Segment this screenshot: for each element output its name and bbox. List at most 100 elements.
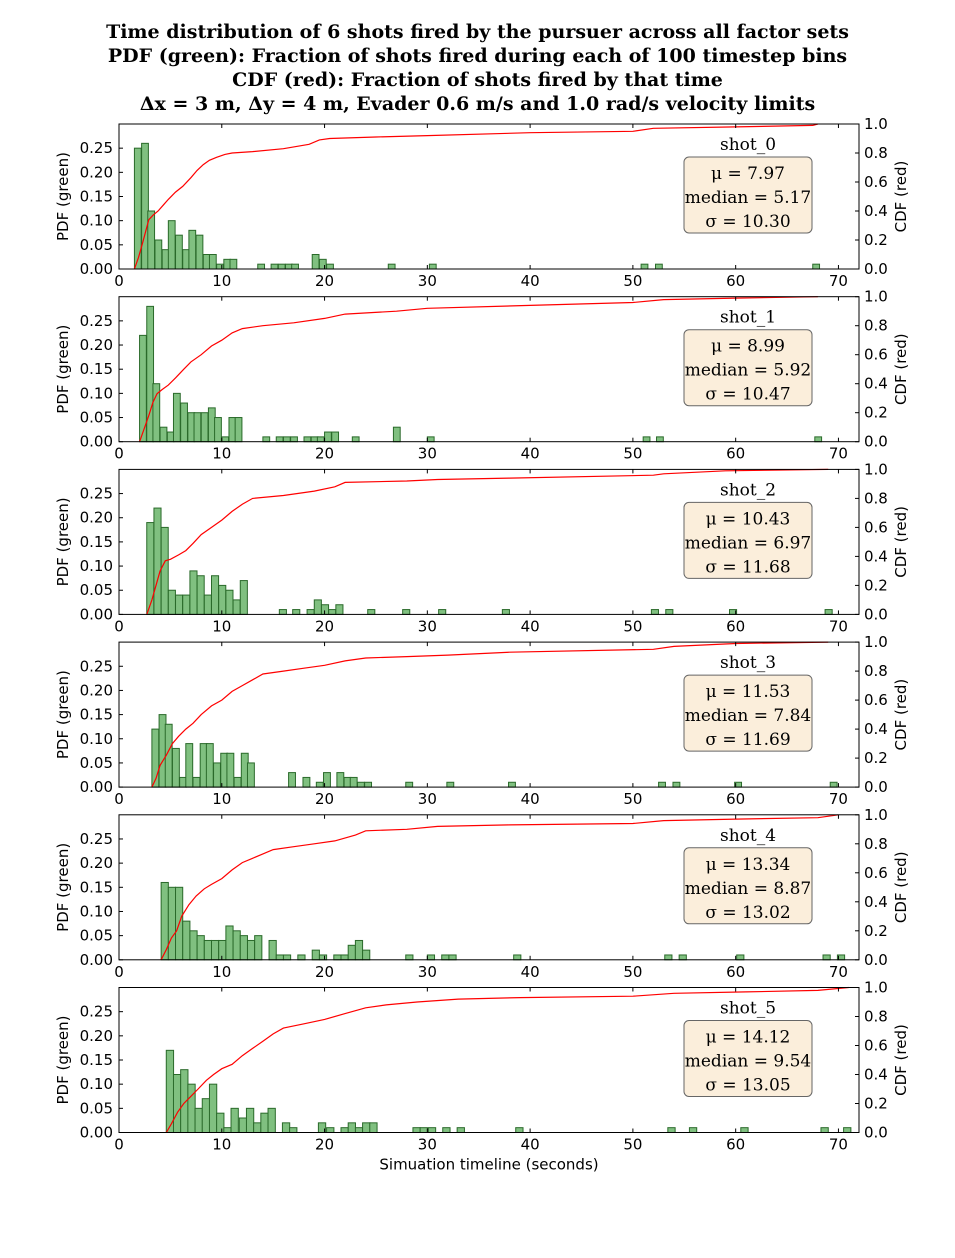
y-tick-label-right: 0.6 xyxy=(864,864,888,882)
pdf-bar xyxy=(441,954,450,961)
shot-label: shot_5 xyxy=(720,999,776,1019)
pdf-bar xyxy=(351,436,360,443)
y-tick-label-left: 0.05 xyxy=(80,409,113,427)
x-tick-label: 70 xyxy=(829,1136,848,1154)
shot-label: shot_2 xyxy=(720,480,776,500)
x-tick-label: 30 xyxy=(418,272,437,290)
pdf-bar xyxy=(419,1127,428,1133)
pdf-bar xyxy=(362,949,371,961)
y-tick-label-left: 0.00 xyxy=(80,951,113,969)
pdf-bar xyxy=(315,781,324,788)
pdf-bar xyxy=(275,436,284,443)
pdf-bar xyxy=(208,254,217,270)
pdf-bar xyxy=(331,431,340,443)
y-tick-label-right: 0.8 xyxy=(864,835,888,853)
y-tick-label-left: 0.10 xyxy=(80,1075,113,1093)
pdf-bar xyxy=(196,935,205,961)
y-tick-label-right: 0.2 xyxy=(864,1095,888,1113)
y-tick-label-left: 0.00 xyxy=(80,778,113,796)
title-line-4: Δx = 3 m, Δy = 4 m, Evader 0.6 m/s and 1… xyxy=(139,93,816,115)
x-tick-label: 10 xyxy=(212,617,231,635)
x-tick-label: 20 xyxy=(315,617,334,635)
pdf-bar xyxy=(667,1127,676,1133)
y-tick-label-left: 0.15 xyxy=(80,533,113,551)
pdf-bar xyxy=(448,954,457,961)
y-axis-label-left: PDF (green) xyxy=(54,325,72,414)
y-tick-label-right: 0.4 xyxy=(864,202,888,220)
pdf-bar xyxy=(843,1127,852,1133)
pdf-bar xyxy=(336,772,345,788)
x-tick-label: 40 xyxy=(521,1136,540,1154)
y-tick-label-left: 0.20 xyxy=(80,681,113,699)
pdf-bar xyxy=(405,954,414,961)
pdf-bar xyxy=(172,392,181,443)
x-tick-label: 30 xyxy=(418,790,437,808)
pdf-bar xyxy=(208,1083,218,1133)
x-tick-label: 30 xyxy=(418,445,437,463)
pdf-bar xyxy=(513,954,522,961)
y-tick-label-left: 0.15 xyxy=(80,360,113,378)
stat-sigma: σ = 10.47 xyxy=(705,385,790,405)
pdf-bar xyxy=(812,263,821,270)
y-tick-label-left: 0.25 xyxy=(80,657,113,675)
pdf-bar xyxy=(354,1127,364,1133)
y-tick-label-right: 0.6 xyxy=(864,346,888,364)
x-tick-label: 60 xyxy=(726,272,745,290)
pdf-bar xyxy=(292,609,301,615)
cdf-line xyxy=(146,468,829,615)
y-tick-label-left: 0.00 xyxy=(80,433,113,451)
y-axis-label-left: PDF (green) xyxy=(54,1015,72,1104)
pdf-bar xyxy=(257,263,266,270)
y-tick-label-left: 0.15 xyxy=(80,878,113,896)
cdf-line xyxy=(160,814,839,961)
pdf-bar xyxy=(665,609,674,615)
pdf-bar xyxy=(151,728,160,788)
stat-mean: μ = 13.34 xyxy=(706,855,791,875)
stat-sigma: σ = 11.69 xyxy=(705,730,790,750)
pdf-bar xyxy=(246,762,255,788)
pdf-bar xyxy=(189,570,198,615)
pdf-bar xyxy=(392,426,401,443)
pdf-bar xyxy=(221,436,230,443)
pdf-bar xyxy=(335,604,344,615)
pdf-bar xyxy=(655,263,663,270)
subplot-shot_5: 0 10 20 30 40 50 60 70 0.00 0.05 0.10 0.15 0.20 0.25 0… xyxy=(54,979,910,1154)
pdf-bar xyxy=(201,1098,211,1133)
x-tick-label: 60 xyxy=(726,617,745,635)
x-tick-label: 50 xyxy=(623,790,642,808)
pdf-bar xyxy=(275,954,284,961)
pdf-bar xyxy=(340,954,349,961)
pdf-bar xyxy=(205,743,214,788)
x-tick-label: 20 xyxy=(315,445,334,463)
x-tick-label: 60 xyxy=(726,963,745,981)
pdf-bar xyxy=(324,431,332,443)
y-tick-label-right: 0.0 xyxy=(864,951,888,969)
pdf-bar xyxy=(253,1122,262,1134)
x-tick-label: 50 xyxy=(623,445,642,463)
pdf-bar xyxy=(167,886,177,961)
x-tick-label: 0 xyxy=(114,445,124,463)
pdf-bar xyxy=(349,776,358,788)
pdf-bar xyxy=(226,752,235,788)
pdf-bar xyxy=(225,589,234,615)
stats-box xyxy=(683,501,813,579)
x-tick-label: 20 xyxy=(315,272,334,290)
stat-median: median = 9.54 xyxy=(685,1052,812,1072)
pdf-bar xyxy=(438,609,447,615)
x-tick-label: 10 xyxy=(212,445,231,463)
y-tick-label-left: 0.05 xyxy=(80,927,113,945)
pdf-bar xyxy=(313,599,322,615)
pdf-bar xyxy=(290,436,298,443)
pdf-bar xyxy=(214,417,222,443)
pdf-bar xyxy=(650,609,659,615)
pdf-bar xyxy=(165,1049,175,1134)
pdf-bar xyxy=(281,1122,291,1134)
pdf-bar xyxy=(340,1127,349,1133)
x-tick-label: 70 xyxy=(829,617,848,635)
pdf-bar xyxy=(211,575,220,615)
y-tick-label-left: 0.10 xyxy=(80,384,113,402)
y-tick-label-left: 0.25 xyxy=(80,139,113,157)
pdf-bar xyxy=(182,594,191,615)
stats-box xyxy=(683,847,813,925)
pdf-bar xyxy=(347,1122,356,1134)
